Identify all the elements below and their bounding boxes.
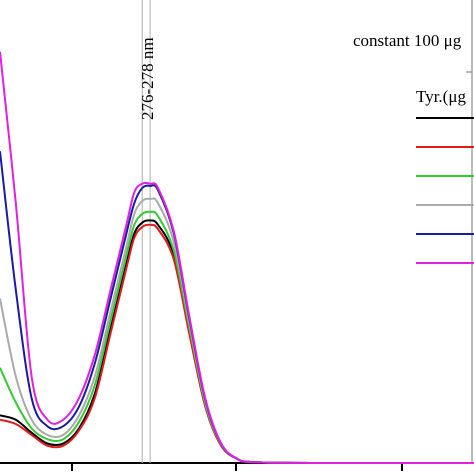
series-line-3	[0, 210, 474, 465]
series-line-5	[0, 151, 474, 465]
series-lines	[0, 51, 474, 465]
legend-items	[416, 117, 474, 264]
series-line-4	[0, 197, 474, 465]
annotation-lines	[141, 0, 151, 463]
peak-annotation: 276-278 nm	[138, 37, 157, 120]
legend-title: constant 100 μg	[353, 31, 462, 50]
legend-header: Tyr.(μg	[416, 87, 466, 106]
series-line-6	[0, 51, 474, 465]
legend: constant 100 μg Tyr.(μg	[353, 31, 474, 264]
